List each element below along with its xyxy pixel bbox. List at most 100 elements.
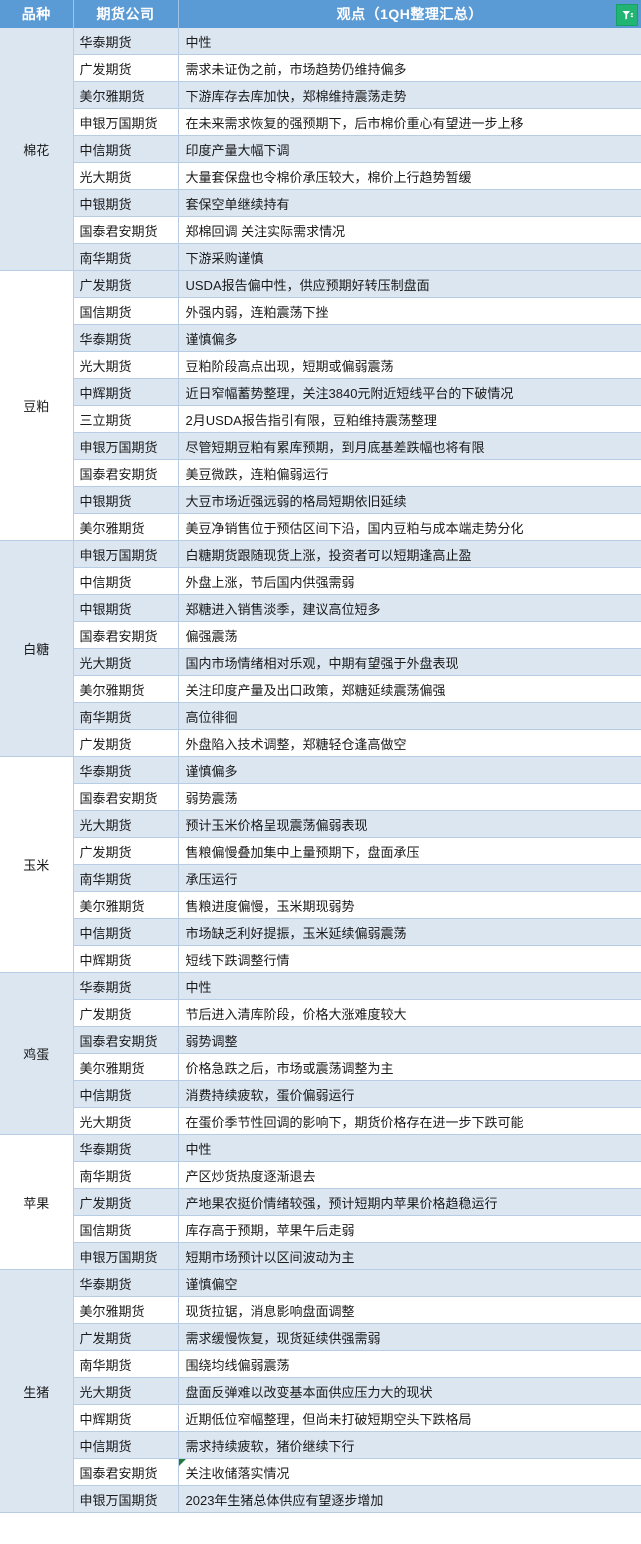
variety-cell[interactable]: 白糖 [0,540,74,757]
futures-company-cell[interactable]: 广发期货 [73,999,179,1027]
viewpoint-cell[interactable]: 下游采购谨慎 [178,243,641,271]
table-row[interactable]: 国泰君安期货 关注收储落实情况 [0,1458,641,1486]
table-row[interactable]: 美尔雅期货 下游库存去库加快，郑棉维持震荡走势 [0,81,641,109]
futures-company-cell[interactable]: 美尔雅期货 [73,675,179,703]
table-row[interactable]: 国信期货 库存高于预期，苹果午后走弱 [0,1215,641,1243]
table-row[interactable]: 中信期货 市场缺乏利好提振，玉米延续偏弱震荡 [0,918,641,946]
table-row[interactable]: 鸡蛋 华泰期货 中性 [0,972,641,1135]
table-row[interactable]: 美尔雅期货 价格急跌之后，市场或震荡调整为主 [0,1053,641,1081]
table-row[interactable]: 广发期货 产地果农挺价情绪较强，预计短期内苹果价格趋稳运行 [0,1188,641,1216]
table-row[interactable]: 生猪 华泰期货 谨慎偏空 [0,1269,641,1513]
viewpoint-cell[interactable]: 大豆市场近强远弱的格局短期依旧延续 [178,486,641,514]
table-row[interactable]: 棉花 华泰期货 中性 [0,28,641,271]
viewpoint-cell[interactable]: 高位徘徊 [178,702,641,730]
table-row[interactable]: 申银万国期货 2023年生猪总体供应有望逐步增加 [0,1485,641,1513]
table-row[interactable]: 中银期货 套保空单继续持有 [0,189,641,217]
variety-cell[interactable]: 玉米 [0,756,74,973]
viewpoint-cell[interactable]: 弱势震荡 [178,783,641,811]
futures-company-cell[interactable]: 中信期货 [73,135,179,163]
futures-company-cell[interactable]: 广发期货 [73,729,179,757]
futures-company-cell[interactable]: 中信期货 [73,918,179,946]
viewpoint-cell[interactable]: 预计玉米价格呈现震荡偏弱表现 [178,810,641,838]
viewpoint-cell[interactable]: 产区炒货热度逐渐退去 [178,1161,641,1189]
variety-cell[interactable]: 苹果 [0,1134,74,1270]
viewpoint-cell[interactable]: 售粮偏慢叠加集中上量预期下，盘面承压 [178,837,641,865]
variety-cell[interactable]: 生猪 [0,1269,74,1513]
viewpoint-cell[interactable]: 盘面反弹难以改变基本面供应压力大的现状 [178,1377,641,1405]
futures-company-cell[interactable]: 南华期货 [73,864,179,892]
table-row[interactable]: 三立期货 2月USDA报告指引有限，豆粕维持震荡整理 [0,405,641,433]
futures-company-cell[interactable]: 中辉期货 [73,378,179,406]
futures-company-cell[interactable]: 三立期货 [73,405,179,433]
table-row[interactable]: 国泰君安期货 弱势调整 [0,1026,641,1054]
futures-company-cell[interactable]: 国信期货 [73,297,179,325]
futures-company-cell[interactable]: 中银期货 [73,189,179,217]
viewpoint-cell[interactable]: 产地果农挺价情绪较强，预计短期内苹果价格趋稳运行 [178,1188,641,1216]
viewpoint-cell[interactable]: 价格急跌之后，市场或震荡调整为主 [178,1053,641,1081]
table-row[interactable]: 美尔雅期货 现货拉锯，消息影响盘面调整 [0,1296,641,1324]
viewpoint-cell[interactable]: 售粮进度偏慢，玉米期现弱势 [178,891,641,919]
futures-company-cell[interactable]: 国泰君安期货 [73,783,179,811]
table-row[interactable]: 广发期货 节后进入清库阶段，价格大涨难度较大 [0,999,641,1027]
futures-company-cell[interactable]: 广发期货 [73,1188,179,1216]
futures-company-cell[interactable]: 国泰君安期货 [73,459,179,487]
table-row[interactable]: 广发期货 售粮偏慢叠加集中上量预期下，盘面承压 [0,837,641,865]
viewpoint-cell[interactable]: 国内市场情绪相对乐观，中期有望强于外盘表现 [178,648,641,676]
futures-company-cell[interactable]: 南华期货 [73,1350,179,1378]
viewpoint-cell[interactable]: 尽管短期豆粕有累库预期，到月底基差跌幅也将有限 [178,432,641,460]
viewpoint-cell[interactable]: 中性 [178,972,641,1000]
table-row[interactable]: 美尔雅期货 关注印度产量及出口政策，郑糖延续震荡偏强 [0,675,641,703]
table-row[interactable]: 国泰君安期货 弱势震荡 [0,783,641,811]
viewpoint-cell[interactable]: 节后进入清库阶段，价格大涨难度较大 [178,999,641,1027]
viewpoint-cell[interactable]: 白糖期货跟随现货上涨，投资者可以短期逢高止盈 [178,540,641,568]
column-header-viewpoint[interactable]: 观点（1QH整理汇总） [178,0,641,28]
futures-company-cell[interactable]: 光大期货 [73,810,179,838]
futures-company-cell[interactable]: 广发期货 [73,54,179,82]
futures-company-cell[interactable]: 南华期货 [73,1161,179,1189]
table-row[interactable]: 南华期货 围绕均线偏弱震荡 [0,1350,641,1378]
viewpoint-cell[interactable]: 弱势调整 [178,1026,641,1054]
column-header-variety[interactable]: 品种 [0,0,74,28]
table-row[interactable]: 光大期货 国内市场情绪相对乐观，中期有望强于外盘表现 [0,648,641,676]
table-row[interactable]: 国信期货 外强内弱，连粕震荡下挫 [0,297,641,325]
futures-company-cell[interactable]: 国泰君安期货 [73,1458,179,1486]
table-row[interactable]: 玉米 华泰期货 谨慎偏多 [0,756,641,973]
variety-cell[interactable]: 鸡蛋 [0,972,74,1135]
viewpoint-cell[interactable]: 在未来需求恢复的强预期下，后市棉价重心有望进一步上移 [178,108,641,136]
futures-company-cell[interactable]: 光大期货 [73,1107,179,1135]
futures-company-cell[interactable]: 华泰期货 [73,28,179,55]
viewpoint-cell[interactable]: 近期低位窄幅整理，但尚未打破短期空头下跌格局 [178,1404,641,1432]
viewpoint-cell[interactable]: 郑糖进入销售淡季，建议高位短多 [178,594,641,622]
futures-company-cell[interactable]: 华泰期货 [73,756,179,784]
futures-company-cell[interactable]: 中信期货 [73,1431,179,1459]
viewpoint-cell[interactable]: 偏强震荡 [178,621,641,649]
futures-company-cell[interactable]: 申银万国期货 [73,1485,179,1513]
variety-cell[interactable]: 棉花 [0,28,74,271]
variety-cell[interactable]: 豆粕 [0,270,74,541]
futures-company-cell[interactable]: 南华期货 [73,702,179,730]
futures-company-cell[interactable]: 广发期货 [73,837,179,865]
viewpoint-cell[interactable]: 郑棉回调 关注实际需求情况 [178,216,641,244]
viewpoint-cell-with-comment[interactable]: 关注收储落实情况 [178,1458,641,1486]
viewpoint-cell[interactable]: 2023年生猪总体供应有望逐步增加 [178,1485,641,1513]
viewpoint-cell[interactable]: 谨慎偏多 [178,324,641,352]
futures-company-cell[interactable]: 华泰期货 [73,1269,179,1297]
futures-company-cell[interactable]: 中银期货 [73,486,179,514]
viewpoint-cell[interactable]: 现货拉锯，消息影响盘面调整 [178,1296,641,1324]
viewpoint-cell[interactable]: 近日窄幅蓄势整理，关注3840元附近短线平台的下破情况 [178,378,641,406]
table-row[interactable]: 申银万国期货 短期市场预计以区间波动为主 [0,1242,641,1270]
futures-company-cell[interactable]: 中辉期货 [73,945,179,973]
viewpoint-cell[interactable]: 下游库存去库加快，郑棉维持震荡走势 [178,81,641,109]
column-header-futures-company[interactable]: 期货公司 [73,0,179,28]
table-row[interactable]: 美尔雅期货 美豆净销售位于预估区间下沿，国内豆粕与成本端走势分化 [0,513,641,541]
viewpoint-cell[interactable]: 外盘陷入技术调整，郑糖轻仓逢高做空 [178,729,641,757]
viewpoint-cell[interactable]: 消费持续疲软，蛋价偏弱运行 [178,1080,641,1108]
table-row[interactable]: 国泰君安期货 美豆微跌，连粕偏弱运行 [0,459,641,487]
futures-company-cell[interactable]: 国泰君安期货 [73,216,179,244]
viewpoint-cell[interactable]: 中性 [178,1134,641,1162]
viewpoint-cell[interactable]: 在蛋价季节性回调的影响下，期货价格存在进一步下跌可能 [178,1107,641,1135]
table-row[interactable]: 中银期货 大豆市场近强远弱的格局短期依旧延续 [0,486,641,514]
viewpoint-cell[interactable]: 关注印度产量及出口政策，郑糖延续震荡偏强 [178,675,641,703]
futures-company-cell[interactable]: 光大期货 [73,648,179,676]
viewpoint-cell[interactable]: 谨慎偏多 [178,756,641,784]
